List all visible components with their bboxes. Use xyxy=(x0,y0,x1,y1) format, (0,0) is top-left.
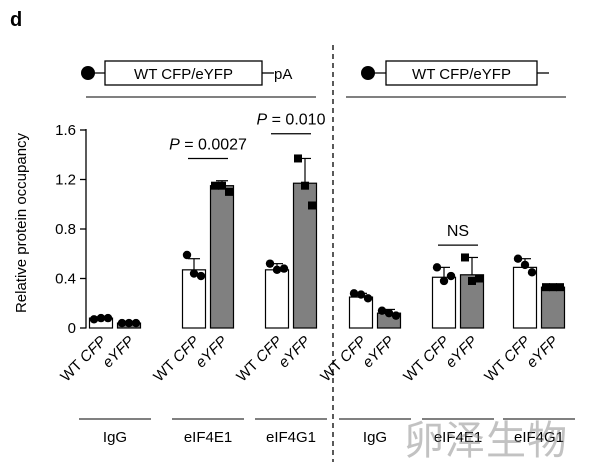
group-label: eIF4E1 xyxy=(184,429,232,446)
p-symbol: P xyxy=(169,136,180,153)
panel-letter: d xyxy=(10,9,22,31)
data-point xyxy=(265,259,275,268)
x-tick-label: eYFP xyxy=(99,333,138,372)
group-labels: IgG eIF4E1 eIF4G1 IgG eIF4E1 eIF4G1 xyxy=(79,418,575,446)
group-label: eIF4G1 xyxy=(514,429,564,446)
data-point xyxy=(131,318,141,328)
x-tick-label: eYFP xyxy=(523,333,562,372)
data-point xyxy=(294,154,302,163)
data-point xyxy=(117,318,127,328)
x-tick-label: eYFP xyxy=(442,333,481,372)
data-point xyxy=(225,187,233,196)
data-point xyxy=(363,294,373,303)
data-point xyxy=(446,271,456,281)
data-point xyxy=(89,315,99,324)
data-point xyxy=(189,269,199,278)
y-tick-label: 1.6 xyxy=(55,122,76,139)
data-point xyxy=(527,268,537,277)
group-label: IgG xyxy=(103,429,127,446)
significance-label: P = 0.010 xyxy=(257,112,326,129)
group-label: eIF4G1 xyxy=(266,429,316,446)
data-point xyxy=(124,318,134,328)
data-point xyxy=(549,283,557,292)
significance-label: NS xyxy=(447,223,469,240)
data-point xyxy=(468,276,476,285)
group-label: IgG xyxy=(363,429,387,446)
y-tick-label: 1.2 xyxy=(55,172,76,189)
data-point xyxy=(439,276,449,286)
bar xyxy=(209,185,235,329)
data-point xyxy=(384,308,394,318)
data-point xyxy=(513,254,523,263)
data-point xyxy=(542,283,550,292)
group-label: eIF4E1 xyxy=(434,429,482,446)
data-point xyxy=(377,306,387,315)
construct-diagram-left: WT CFP/eYFP pA xyxy=(81,60,316,98)
data-point xyxy=(211,181,219,190)
construct-box xyxy=(385,60,538,86)
data-point xyxy=(432,263,442,272)
watermark-text: 卵泽生物 xyxy=(404,418,568,464)
p-value: = 0.0027 xyxy=(180,136,247,153)
data-point xyxy=(182,250,192,260)
data-point xyxy=(391,311,401,320)
data-point xyxy=(103,313,113,323)
polya-label: pA xyxy=(274,66,292,83)
construct-label: WT CFP/eYFP xyxy=(412,66,511,83)
bar xyxy=(264,269,290,329)
chart-axes: 0 0.4 0.8 1.2 1.6 Relative protein occupancy xyxy=(13,122,87,337)
data-point xyxy=(301,181,309,190)
construct-label: WT CFP/eYFP xyxy=(134,66,233,83)
data-point xyxy=(279,264,289,273)
y-tick-label: 0.4 xyxy=(55,271,76,288)
bar xyxy=(540,286,566,329)
x-tick-label: eYFP xyxy=(359,333,398,372)
data-point xyxy=(349,289,359,298)
y-tick-label: 0.8 xyxy=(55,221,76,238)
p-symbol: P xyxy=(257,112,268,129)
data-point xyxy=(556,283,564,292)
bar-series xyxy=(88,154,566,329)
data-point xyxy=(475,274,483,283)
data-point xyxy=(272,265,282,275)
data-point xyxy=(308,201,316,210)
y-axis-label: Relative protein occupancy xyxy=(13,132,30,313)
x-tick-label: eYFP xyxy=(275,333,314,372)
data-point xyxy=(218,181,226,190)
data-point xyxy=(461,253,469,262)
construct-diagram-right: WT CFP/eYFP xyxy=(346,60,566,98)
data-point xyxy=(356,290,366,299)
data-point xyxy=(196,271,206,281)
x-tick-label: eYFP xyxy=(192,333,231,372)
data-point xyxy=(96,313,106,323)
data-point xyxy=(520,260,530,270)
p-value: = 0.010 xyxy=(267,112,325,129)
y-tick-label: 0 xyxy=(68,320,76,337)
bar xyxy=(512,266,538,329)
significance-label: P = 0.0027 xyxy=(169,136,247,153)
